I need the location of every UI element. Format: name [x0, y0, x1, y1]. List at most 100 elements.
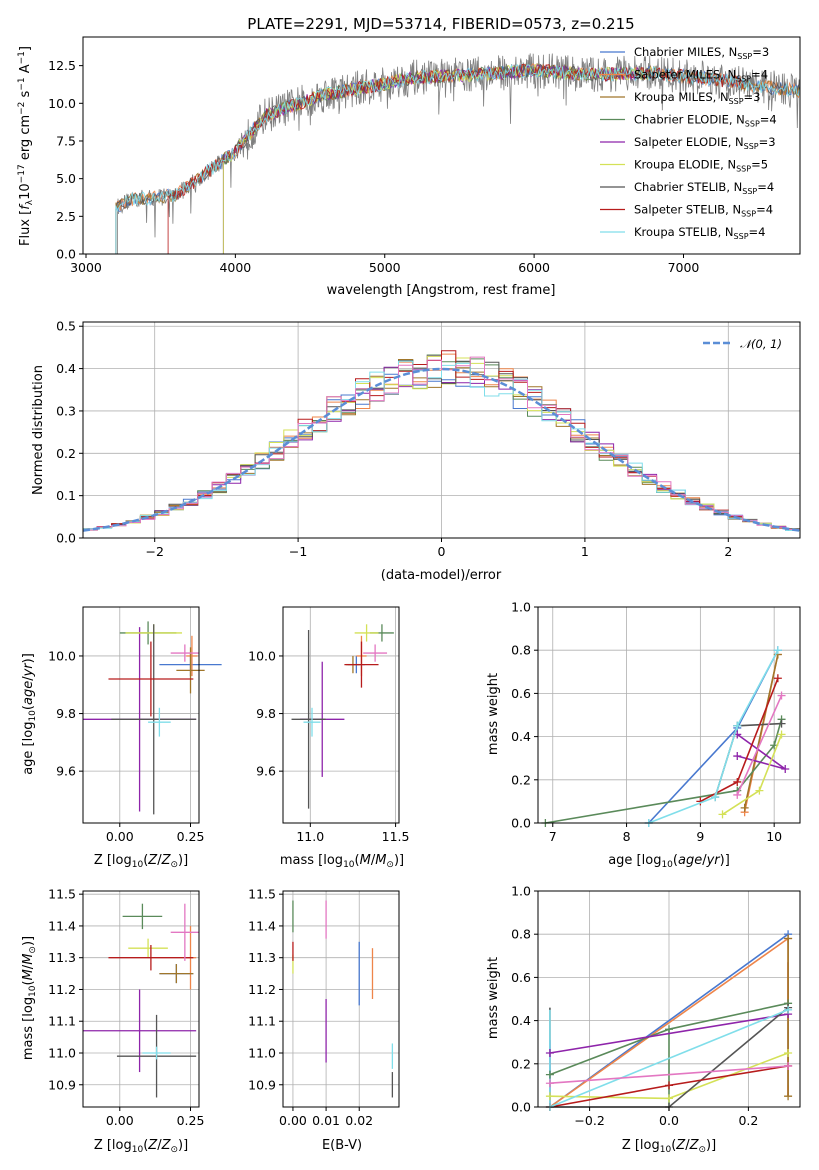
weight-marker-kroupa-miles [784, 934, 793, 943]
gaussian-legend-label: 𝒩(0, 1) [740, 337, 782, 351]
weight-marker-salpeter-elodie [733, 752, 742, 761]
histogram-legend: 𝒩(0, 1) [703, 337, 782, 351]
plot-area: 0.00 0.25 10.9 11.0 11.1 11.2 11.3 11.4 11.5 [48, 887, 204, 1128]
legend-entry-kroupa-elodie: Kroupa ELODIE, NSSP=5 [634, 158, 768, 174]
weight-age-xlabel: age [log10(age/yr)] [608, 853, 730, 870]
x-tick-label: 6000 [518, 260, 550, 275]
x-tick-label: 10 [766, 829, 782, 844]
x-tick-label: 11.0 [296, 829, 324, 844]
weight-marker-pink [545, 1079, 554, 1088]
y-tick-label: 0.6 [511, 970, 531, 985]
weight-marker-kroupa-elodie [784, 1049, 793, 1057]
weight-marker-chabrier-stelib [777, 719, 786, 728]
y-tick-label: 11.2 [48, 982, 76, 997]
weight-line-salpeter-elodie [549, 1013, 789, 1054]
y-tick-label: 11.1 [48, 1014, 76, 1029]
weight-marker-pink [777, 691, 786, 700]
age-mass-xlabel: mass [log10(M/M⊙)] [280, 853, 404, 870]
age-ylabel: age [log10(age/yr)] [21, 653, 38, 775]
y-tick-label: 12.5 [48, 58, 76, 73]
legend-entry-chabrier-elodie: Chabrier ELODIE, NSSP=4 [634, 113, 777, 129]
weight-marker-salpeter-stelib [733, 777, 742, 786]
histogram-ylabel: Normed distribution [31, 365, 46, 495]
weight-vs-metallicity-panel: mass weight Z [log10(Z/Z⊙)] −0.2 0.0 0.2 0.… [486, 884, 801, 1155]
y-tick-label: 11.2 [248, 982, 276, 997]
mass-z-xlabel: Z [log10(Z/Z⊙)] [94, 1138, 188, 1155]
weight-marker-kroupa-stelib [733, 721, 742, 730]
weight-marker-pink [784, 1061, 793, 1070]
y-tick-label: 9.6 [56, 764, 76, 779]
weight-z-ylabel: mass weight [486, 957, 501, 1039]
x-tick-label: 11.5 [382, 829, 410, 844]
y-tick-label: 0.6 [511, 686, 531, 701]
y-tick-label: 0.0 [56, 247, 76, 262]
weight-line-kroupa-stelib [549, 1009, 789, 1108]
panel-frame [282, 606, 400, 824]
y-tick-label: 10.0 [48, 648, 76, 663]
mass-ylabel: mass [log10(M/M⊙)] [21, 936, 38, 1060]
x-tick-label: 7 [549, 829, 557, 844]
x-tick-label: 2 [724, 544, 732, 559]
weight-marker-kroupa-miles [740, 803, 749, 812]
panel-frame [537, 606, 801, 824]
x-tick-label: 5000 [369, 260, 401, 275]
y-tick-label: 11.1 [248, 1014, 276, 1029]
weight-marker-kroupa-elodie [777, 730, 786, 739]
y-tick-label: 0.2 [511, 772, 531, 787]
y-tick-label: 5.0 [56, 171, 76, 186]
weight-marker-salpeter-stelib [665, 1081, 673, 1090]
y-tick-label: 9.8 [256, 706, 276, 721]
x-tick-label: 3000 [70, 260, 102, 275]
y-tick-label: 11.5 [248, 887, 276, 902]
plot-area: −0.2 0.0 0.2 0.0 0.2 0.4 0.6 0.8 1.0 [511, 884, 801, 1128]
weight-marker-kroupa-stelib [711, 793, 720, 802]
weight-marker-kroupa-elodie [665, 1094, 673, 1103]
weight-marker-chabrier-elodie [545, 1070, 554, 1079]
y-tick-label: 0.4 [511, 1013, 531, 1028]
y-tick-label: 0.8 [511, 927, 531, 942]
y-tick-label: 9.6 [256, 764, 276, 779]
plot-area: 7 8 9 10 0.0 0.2 0.4 0.6 0.8 1.0 [511, 600, 801, 844]
spectrum-panel: PLATE=2291, MJD=53714, FIBERID=0573, z=0… [17, 15, 801, 298]
x-tick-label: 1 [581, 544, 589, 559]
weight-line-salpeter-stelib [700, 678, 779, 803]
y-tick-label: 0.5 [56, 319, 76, 334]
weight-line-chabrier-elodie [545, 719, 783, 824]
x-tick-label: 0 [438, 544, 446, 559]
x-tick-label: 9 [696, 829, 704, 844]
y-tick-label: 10.0 [248, 648, 276, 663]
x-tick-label: 0.00 [106, 1113, 134, 1128]
x-tick-label: 0.02 [345, 1113, 373, 1128]
mass-vs-metallicity-panel: mass [log10(M/M⊙)] Z [log10(Z/Z⊙)] 0.00 0… [21, 887, 204, 1155]
spectrum-ylabel: Flux [fλ10−17 erg cm−2 s−1 A−1] [17, 46, 35, 246]
weight-marker-kroupa-stelib [784, 1005, 793, 1014]
y-tick-label: 1.0 [511, 600, 531, 615]
weight-line-pink [549, 1065, 789, 1084]
y-tick-label: 1.0 [511, 884, 531, 899]
weight-line-pink [736, 695, 783, 796]
mass-vs-ebv-panel: E(B-V) 0.00 0.01 0.02 10.9 11.0 11.1 11.2 11.3 1… [248, 887, 400, 1153]
histogram-xlabel: (data-model)/error [381, 568, 502, 583]
plot-area: 0.00 0.25 9.6 9.8 10.0 [48, 606, 222, 844]
x-tick-label: 0.01 [312, 1113, 340, 1128]
x-tick-label: 0.2 [738, 1113, 758, 1128]
weight-vs-age-panel: mass weight age [log10(age/yr)] 7 8 9 10 0.0… [486, 600, 801, 870]
x-tick-label: −1 [289, 544, 307, 559]
spectrum-xlabel: wavelength [Angstrom, rest frame] [327, 283, 556, 298]
x-tick-label: 0.00 [106, 829, 134, 844]
mass-ebv-xlabel: E(B-V) [322, 1138, 362, 1153]
x-tick-label: 0.0 [659, 1113, 679, 1128]
spectrum-title: PLATE=2291, MJD=53714, FIBERID=0573, z=0… [247, 15, 634, 33]
y-tick-label: 0.3 [56, 403, 76, 418]
observed-spectrum-line [117, 53, 801, 254]
spectrum-legend: Chabrier MILES, NSSP=3 Salpeter MILES, NS… [600, 45, 777, 241]
age-z-xlabel: Z [log10(Z/Z⊙)] [94, 853, 188, 870]
weight-line-kroupa-miles [743, 654, 779, 809]
y-tick-label: 0.1 [56, 488, 76, 503]
x-tick-label: −2 [145, 544, 163, 559]
y-tick-label: 2.5 [56, 209, 76, 224]
histogram-step-9 [82, 356, 800, 538]
y-tick-label: 9.8 [56, 706, 76, 721]
weight-marker-salpeter-stelib [773, 674, 782, 683]
